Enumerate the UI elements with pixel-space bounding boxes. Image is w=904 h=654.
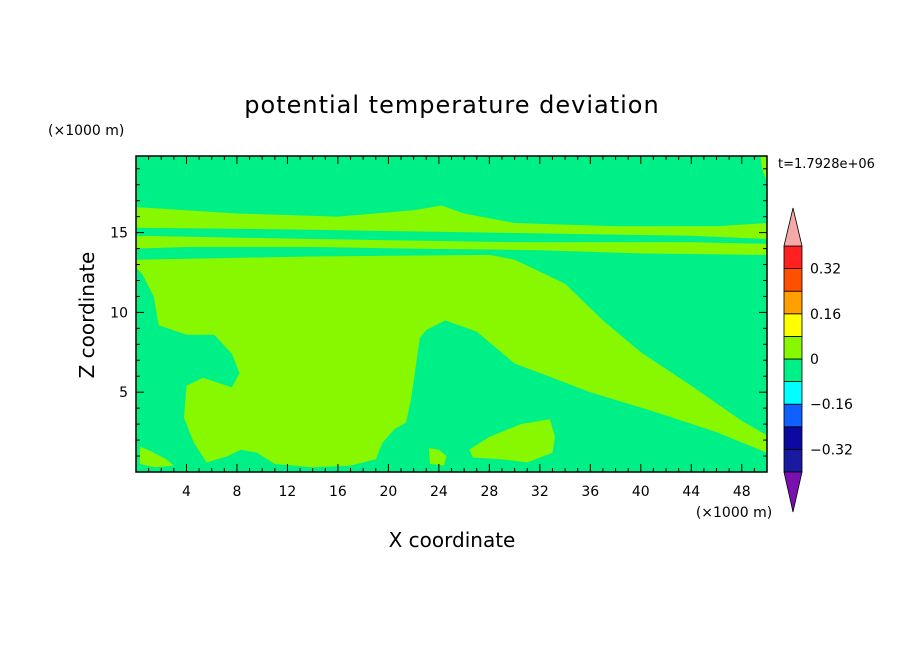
chart-title: potential temperature deviation: [244, 91, 659, 119]
contour-region-5: [139, 446, 174, 468]
y-unit-label: (×1000 m): [48, 123, 124, 139]
colorbar-segment: [783, 245, 803, 270]
colorbar-segment: [783, 335, 803, 360]
x-tick-label: 12: [279, 484, 297, 500]
contour-region-2: [136, 254, 767, 468]
colorbar-segment: [783, 313, 803, 337]
colorbar-segment: [783, 426, 803, 450]
x-tick-label: 28: [480, 484, 498, 500]
colorbar-tick-label: 0: [810, 352, 819, 368]
x-tick-label: 16: [329, 484, 347, 500]
contour-region-3: [469, 419, 555, 463]
x-unit-label: (×1000 m): [696, 505, 772, 521]
colorbar-under-arrow: [783, 471, 803, 513]
y-axis-ticks: 5 10 15: [110, 168, 767, 457]
y-tick-label: 15: [110, 226, 128, 242]
colorbar-tick-label: −0.16: [810, 397, 853, 413]
colorbar-segment: [783, 358, 803, 383]
x-tick-label: 20: [379, 484, 397, 500]
colorbar-over-arrow: [783, 207, 803, 247]
y-tick-label: 5: [119, 385, 128, 401]
x-axis-ticks: 4 8 12 16 20 24 28 32 36 40 44 48: [148, 156, 755, 500]
colorbar-segment: [783, 290, 803, 315]
x-tick-label: 36: [581, 484, 599, 500]
x-tick-label: 32: [531, 484, 549, 500]
y-axis-label: Z coordinate: [75, 252, 99, 379]
colorbar: 0.32 0.16 0 −0.16 −0.32: [783, 207, 853, 513]
colorbar-segment: [783, 403, 803, 428]
x-tick-label: 48: [733, 484, 751, 500]
contour-region-4: [428, 448, 447, 466]
time-label: t=1.7928e+06: [778, 157, 875, 172]
colorbar-segment: [783, 381, 803, 405]
x-tick-label: 40: [632, 484, 650, 500]
y-tick-label: 10: [110, 305, 128, 321]
colorbar-tick-label: 0.16: [810, 307, 841, 323]
contour-region-1: [136, 235, 767, 255]
x-tick-label: 24: [430, 484, 448, 500]
colorbar-tick-label: −0.32: [810, 442, 853, 458]
x-tick-label: 8: [232, 484, 241, 500]
x-tick-label: 4: [182, 484, 191, 500]
x-axis-label: X coordinate: [389, 528, 516, 552]
contour-region-0: [136, 205, 767, 239]
colorbar-segment: [783, 268, 803, 292]
colorbar-tick-label: 0.32: [810, 262, 841, 278]
contour-regions: [136, 156, 767, 472]
colorbar-segment: [783, 448, 803, 473]
x-tick-label: 44: [682, 484, 700, 500]
